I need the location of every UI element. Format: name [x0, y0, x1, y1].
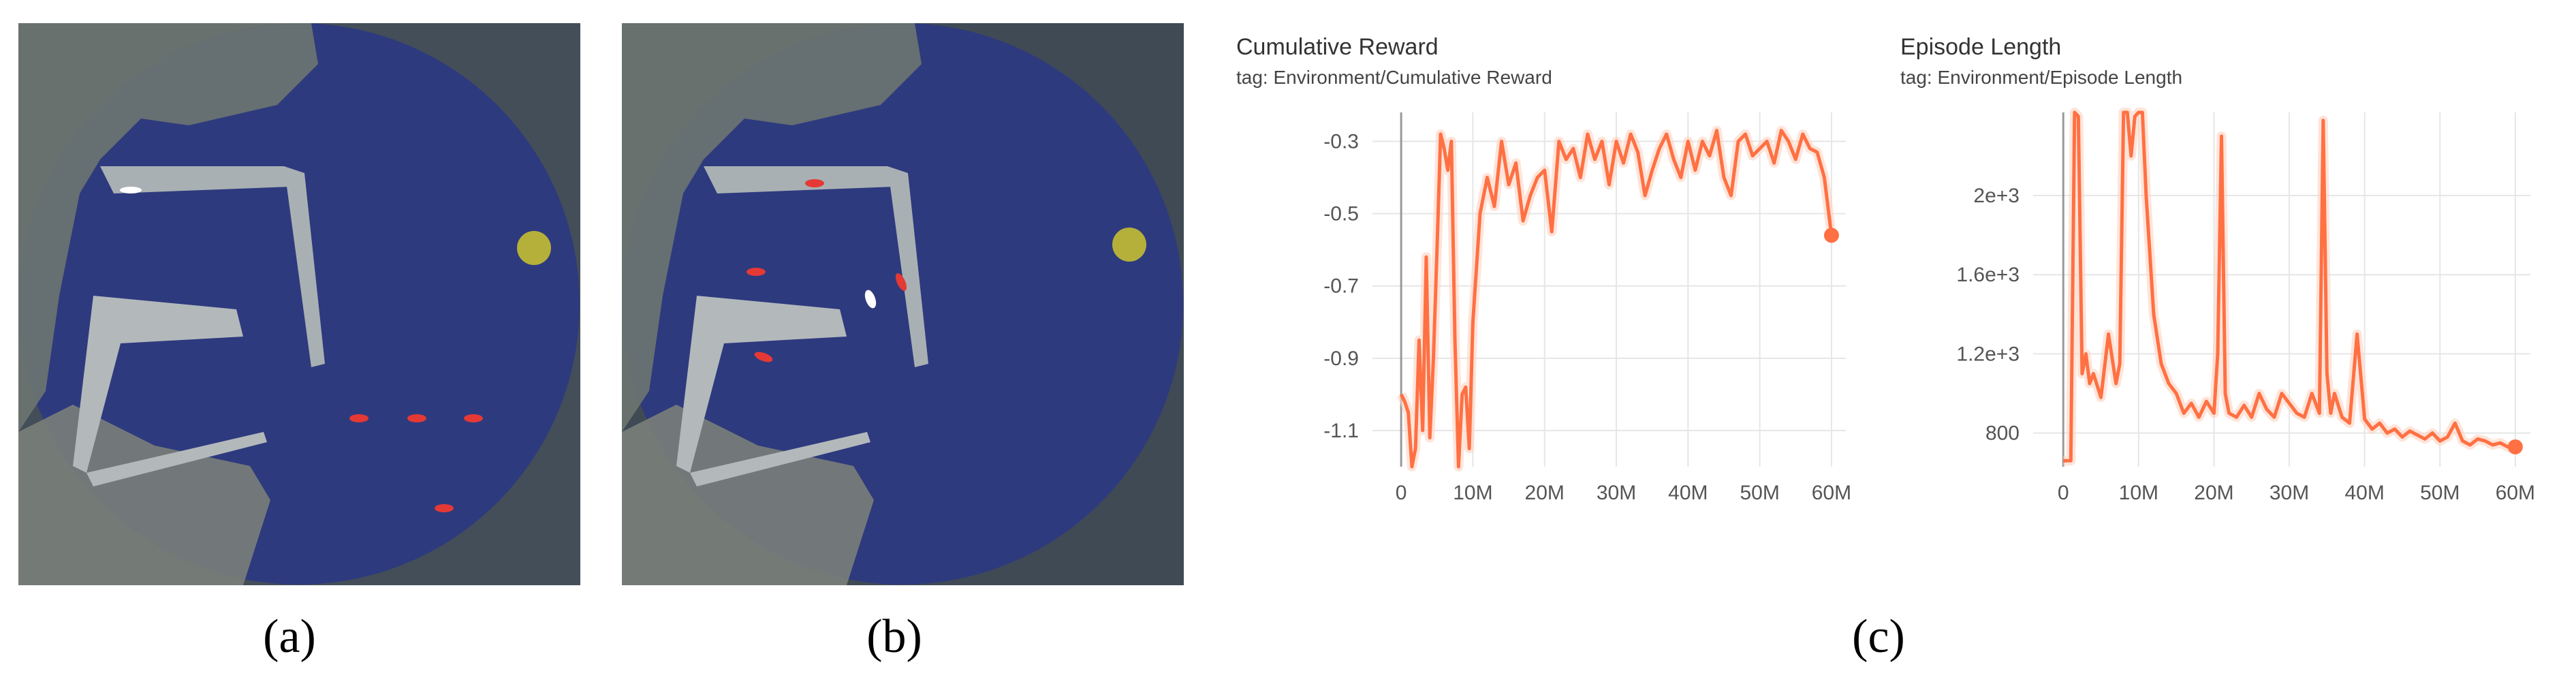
- y-tick-label: 800: [1985, 422, 2020, 445]
- vessel: [407, 414, 426, 422]
- land-mass: [18, 23, 318, 432]
- series-line: [2063, 110, 2516, 463]
- breakwater-right: [284, 166, 325, 367]
- series-end-marker: [2507, 439, 2523, 454]
- goal-marker: [1112, 228, 1146, 262]
- caption-b: (b): [866, 610, 922, 663]
- chart-subtitle: tag: Environment/Cumulative Reward: [1236, 67, 1552, 88]
- vessel: [435, 504, 454, 512]
- vessel: [895, 273, 907, 291]
- breakwater-bottom: [690, 432, 870, 486]
- x-tick-label: 60M: [2496, 482, 2535, 504]
- x-tick-label: 30M: [2269, 482, 2309, 504]
- map-panel-b: [622, 23, 1184, 585]
- search-radius: [18, 23, 580, 585]
- vessel: [747, 268, 766, 276]
- pier-middle: [73, 296, 243, 473]
- x-tick-label: 10M: [2119, 482, 2158, 504]
- chart-subtitle: tag: Environment/Episode Length: [1900, 67, 2183, 88]
- x-tick-label: 50M: [1740, 482, 1779, 504]
- x-tick-label: 50M: [2420, 482, 2460, 504]
- series-smoothing-band: [1396, 125, 1836, 471]
- x-tick-label: 0: [2058, 482, 2069, 504]
- series-end-marker: [1823, 228, 1839, 243]
- breakwater-bottom: [87, 432, 267, 486]
- y-tick-label: 2e+3: [1973, 185, 2020, 207]
- land-mass: [622, 23, 922, 432]
- breakwater-right: [888, 166, 928, 367]
- pier-top: [100, 166, 291, 193]
- goal-marker: [517, 231, 551, 265]
- caption-c: (c): [1852, 610, 1905, 663]
- y-tick-label: -0.7: [1323, 275, 1359, 298]
- chart-title: Cumulative Reward: [1236, 34, 1439, 60]
- agent-boat: [864, 290, 877, 309]
- x-tick-label: 0: [1396, 482, 1407, 504]
- x-tick-label: 20M: [1525, 482, 1565, 504]
- y-tick-label: -1.1: [1323, 420, 1359, 442]
- x-tick-label: 10M: [1453, 482, 1492, 504]
- vessel: [805, 179, 824, 187]
- search-radius: [622, 23, 1183, 585]
- x-tick-label: 60M: [1812, 482, 1851, 504]
- chart-title: Episode Length: [1900, 34, 2062, 60]
- pier-top: [704, 166, 894, 193]
- pier-middle: [676, 296, 847, 473]
- series-smoothing-band: [2062, 108, 2517, 466]
- x-tick-label: 40M: [1668, 482, 1708, 504]
- y-tick-label: -0.9: [1323, 347, 1359, 370]
- caption-a: (a): [263, 610, 316, 663]
- vessel: [349, 414, 368, 422]
- vessel: [754, 352, 773, 362]
- y-tick-label: -0.5: [1323, 203, 1359, 226]
- y-tick-label: -0.3: [1323, 130, 1359, 153]
- harbor-map-b: [622, 23, 1184, 585]
- vessel: [464, 414, 483, 422]
- map-panel-a: [18, 23, 580, 585]
- agent-boat: [120, 187, 142, 193]
- harbor-map-a: [18, 23, 580, 585]
- x-tick-label: 30M: [1597, 482, 1636, 504]
- x-tick-label: 20M: [2194, 482, 2233, 504]
- x-tick-label: 40M: [2344, 482, 2384, 504]
- y-tick-label: 1.6e+3: [1956, 264, 2020, 286]
- series-line: [1399, 129, 1834, 469]
- y-tick-label: 1.2e+3: [1956, 343, 2020, 365]
